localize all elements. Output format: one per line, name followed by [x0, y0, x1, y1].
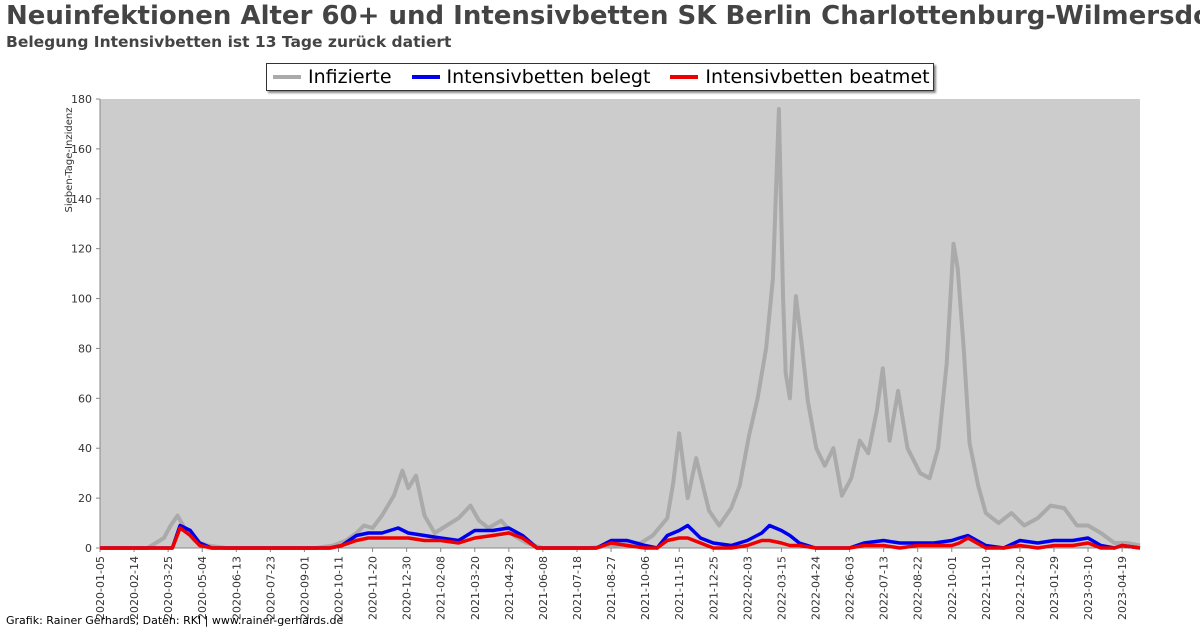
y-tick-label: 180 — [71, 93, 92, 106]
legend-label-beatmet: Intensivbetten beatmet — [705, 66, 930, 88]
x-tick-label: 2020-02-14 — [128, 556, 141, 620]
legend-swatch-infizierte — [273, 75, 301, 79]
plot-background — [100, 99, 1140, 548]
x-tick-label: 2020-09-01 — [298, 556, 311, 620]
series-line-infizierte — [100, 107, 1141, 550]
legend-item-infizierte: Infizierte — [273, 66, 392, 88]
x-tick-label: 2022-10-01 — [946, 556, 959, 620]
x-tick-label: 2022-11-10 — [980, 556, 993, 620]
chart-subtitle: Belegung Intensivbetten ist 13 Tage zurü… — [6, 33, 452, 51]
y-tick-label: 140 — [71, 193, 92, 206]
x-tick-label: 2020-01-05 — [94, 556, 107, 620]
x-tick-label: 2021-12-25 — [707, 556, 720, 620]
x-tick-label: 2021-03-20 — [469, 556, 482, 620]
x-tick-label: 2022-07-13 — [878, 556, 891, 620]
x-tick-label: 2020-12-30 — [401, 556, 414, 620]
x-tick-label: 2022-02-03 — [741, 556, 754, 620]
y-tick-label: 40 — [78, 442, 92, 455]
x-tick-label: 2020-07-23 — [264, 556, 277, 620]
x-tick-label: 2021-04-29 — [503, 556, 516, 620]
x-tick-label: 2021-11-15 — [673, 556, 686, 620]
x-tick-label: 2022-04-24 — [809, 556, 822, 620]
legend-label-belegt: Intensivbetten belegt — [446, 66, 651, 88]
y-tick-label: 100 — [71, 293, 92, 306]
y-tick-label: 20 — [78, 492, 92, 505]
x-tick-label: 2021-07-18 — [571, 556, 584, 620]
legend-item-beatmet: Intensivbetten beatmet — [670, 66, 930, 88]
chart-legend: Infizierte Intensivbetten belegt Intensi… — [266, 63, 934, 91]
series-line-beatmet — [100, 526, 1141, 550]
y-tick-label: 60 — [78, 392, 92, 405]
y-tick-label: 160 — [71, 143, 92, 156]
x-tick-label: 2022-03-15 — [775, 556, 788, 620]
x-tick-label: 2021-08-27 — [605, 556, 618, 620]
legend-label-infizierte: Infizierte — [308, 66, 392, 88]
x-tick-label: 2022-08-22 — [912, 556, 925, 620]
x-tick-label: 2020-03-25 — [162, 556, 175, 620]
x-tick-label: 2022-06-03 — [844, 556, 857, 620]
legend-swatch-belegt — [411, 75, 440, 79]
legend-swatch-beatmet — [670, 75, 699, 79]
x-tick-label: 2023-03-10 — [1082, 556, 1095, 620]
x-tick-label: 2021-10-06 — [639, 556, 652, 620]
footer-credit: Grafik: Rainer Gerhards, Daten: RKI | ww… — [6, 614, 344, 627]
x-tick-label: 2020-10-11 — [332, 556, 345, 620]
x-tick-label: 2020-05-04 — [196, 556, 209, 620]
x-tick-label: 2022-12-20 — [1014, 556, 1027, 620]
x-tick-label: 2023-01-29 — [1048, 556, 1061, 620]
y-tick-label: 80 — [78, 342, 92, 355]
x-tick-label: 2021-02-08 — [435, 556, 448, 620]
legend-item-belegt: Intensivbetten belegt — [411, 66, 651, 88]
y-tick-label: 120 — [71, 243, 92, 256]
y-axis-label: Sieben-Tage-Inzidenz — [64, 108, 75, 213]
chart-title: Neuinfektionen Alter 60+ und Intensivbet… — [6, 1, 1200, 31]
x-tick-label: 2020-11-20 — [367, 556, 380, 620]
y-tick-label: 0 — [85, 542, 92, 555]
x-tick-label: 2023-04-19 — [1116, 556, 1129, 620]
x-tick-label: 2021-06-08 — [537, 556, 550, 620]
x-tick-label: 2020-06-13 — [230, 556, 243, 620]
